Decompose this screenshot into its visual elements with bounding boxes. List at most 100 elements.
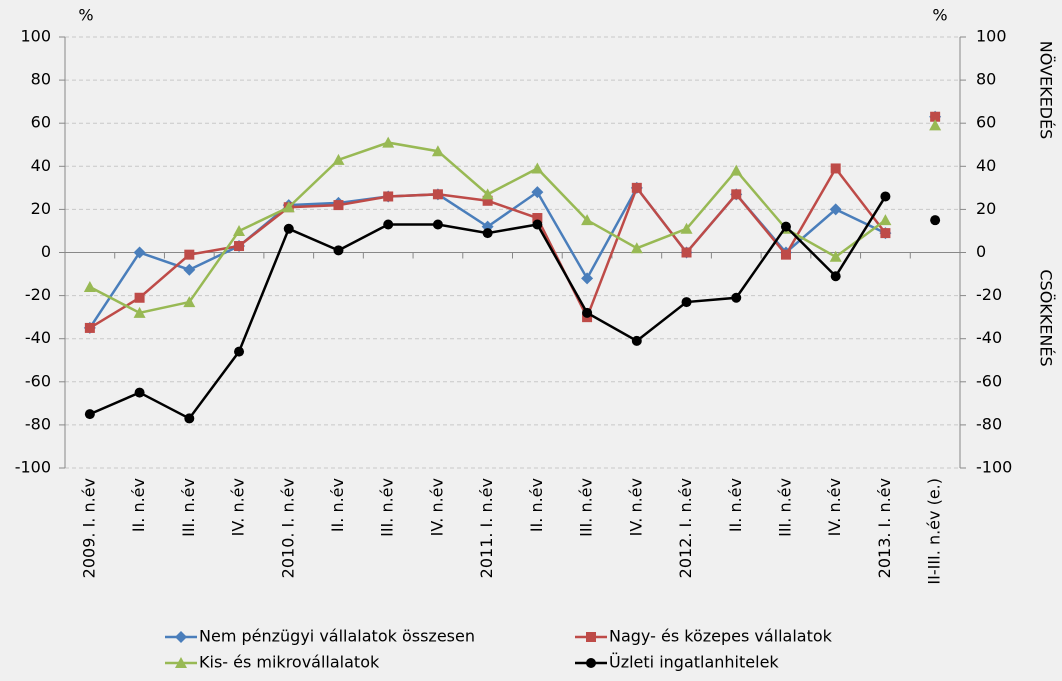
y2-tick-label: -60 xyxy=(976,371,1002,390)
y-tick-label: 80 xyxy=(31,70,51,89)
x-tick-label: III. n.év xyxy=(179,478,198,537)
marker xyxy=(532,219,543,230)
marker xyxy=(829,203,842,216)
marker xyxy=(175,657,187,668)
x-tick-label: II. n.év xyxy=(726,478,745,532)
y-tick-label: -20 xyxy=(25,285,51,304)
marker xyxy=(879,214,892,226)
marker xyxy=(581,214,594,226)
marker xyxy=(432,219,443,230)
marker xyxy=(780,221,791,232)
marker xyxy=(631,335,642,346)
marker xyxy=(586,658,596,668)
marker xyxy=(531,162,544,174)
marker xyxy=(432,189,443,200)
marker xyxy=(234,346,245,357)
marker xyxy=(582,307,593,318)
x-tick-label: II. n.év xyxy=(527,478,546,532)
marker xyxy=(929,119,942,131)
y2-tick-label: 100 xyxy=(976,27,1007,46)
marker xyxy=(283,223,294,234)
y2-tick-label: 40 xyxy=(976,156,996,175)
marker xyxy=(175,631,187,643)
marker xyxy=(133,246,146,259)
marker xyxy=(880,228,891,239)
marker xyxy=(631,182,642,193)
x-tick-label: IV. n.év xyxy=(825,478,844,536)
side-label: CSÖKKENÉS xyxy=(1037,269,1056,366)
y2-tick-label: -20 xyxy=(976,285,1002,304)
marker xyxy=(184,413,195,424)
legend-label: Kis- és mikrovállalatok xyxy=(199,653,380,672)
marker xyxy=(134,292,145,303)
marker xyxy=(830,271,841,282)
marker xyxy=(83,280,96,292)
marker xyxy=(880,191,891,202)
marker xyxy=(532,213,543,224)
x-tick-label: 2013. I. n.év xyxy=(875,478,894,578)
x-tick-label: IV. n.év xyxy=(229,478,248,536)
y-tick-label: -100 xyxy=(15,458,51,477)
x-tick-label: II-III. n.év (e.) xyxy=(925,478,944,585)
marker xyxy=(930,111,941,122)
legend-label: Nem pénzügyi vállalatok összesen xyxy=(199,627,475,646)
y-tick-label: 60 xyxy=(31,113,51,132)
marker xyxy=(481,188,494,200)
x-tick-label: II. n.év xyxy=(129,478,148,532)
x-tick-label: 2011. I. n.év xyxy=(477,478,496,578)
y-tick-label: 40 xyxy=(31,156,51,175)
marker xyxy=(383,219,394,230)
marker xyxy=(780,249,791,260)
y-tick-label: -80 xyxy=(25,414,51,433)
x-tick-label: IV. n.év xyxy=(427,478,446,536)
marker xyxy=(731,189,742,200)
marker xyxy=(184,249,195,260)
marker xyxy=(680,222,693,234)
marker xyxy=(333,200,344,211)
marker xyxy=(332,153,345,165)
marker xyxy=(630,242,643,254)
y-tick-label: -60 xyxy=(25,371,51,390)
y-tick-label: 20 xyxy=(31,199,51,218)
marker xyxy=(730,164,743,176)
y2-tick-label: 60 xyxy=(976,113,996,132)
marker xyxy=(234,241,245,252)
marker xyxy=(383,191,394,202)
marker xyxy=(482,228,493,239)
marker xyxy=(586,632,596,642)
y2-unit: % xyxy=(932,6,947,25)
marker xyxy=(930,215,941,226)
marker xyxy=(581,272,594,285)
y2-tick-label: -100 xyxy=(976,458,1012,477)
y2-tick-label: -80 xyxy=(976,414,1002,433)
legend-label: Nagy- és közepes vállalatok xyxy=(609,627,833,646)
marker xyxy=(133,306,146,318)
marker xyxy=(431,145,444,157)
marker xyxy=(84,409,95,420)
legend-label: Üzleti ingatlanhitelek xyxy=(609,653,779,672)
side-label: NÖVEKEDÉS xyxy=(1037,41,1056,140)
marker xyxy=(531,186,544,199)
y-unit: % xyxy=(78,6,93,25)
marker xyxy=(84,322,95,333)
x-tick-label: IV. n.év xyxy=(626,478,645,536)
y2-tick-label: 20 xyxy=(976,199,996,218)
marker xyxy=(333,245,344,256)
x-tick-label: 2010. I. n.év xyxy=(278,478,297,578)
y-tick-label: -40 xyxy=(25,328,51,347)
y-tick-label: 100 xyxy=(20,27,51,46)
x-tick-label: II. n.év xyxy=(328,478,347,532)
y2-tick-label: 80 xyxy=(976,70,996,89)
y-tick-label: 0 xyxy=(41,242,51,261)
y2-tick-label: -40 xyxy=(976,328,1002,347)
x-tick-label: III. n.év xyxy=(577,478,596,537)
y2-tick-label: 0 xyxy=(976,242,986,261)
x-tick-label: III. n.év xyxy=(378,478,397,537)
marker xyxy=(282,201,295,213)
x-tick-label: 2009. I. n.év xyxy=(79,478,98,578)
marker xyxy=(681,297,692,308)
marker xyxy=(183,263,196,276)
marker xyxy=(731,292,742,303)
